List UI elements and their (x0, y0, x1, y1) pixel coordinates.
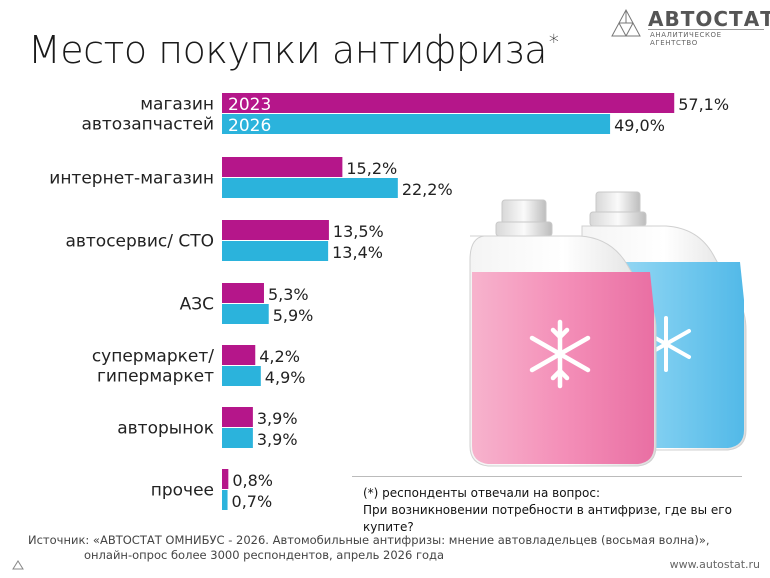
footnote-divider (352, 476, 742, 477)
logo-divider (648, 29, 764, 30)
bar-2026-6 (222, 490, 228, 510)
category-label-0-1: автозапчастей (81, 115, 214, 135)
bar-2023-1 (222, 157, 343, 177)
bar-2026-0 (222, 114, 611, 134)
legend-label-2023: 2023 (228, 95, 271, 115)
pink-snowflake-icon (529, 319, 591, 389)
pink-canister-icon (469, 199, 657, 467)
value-label-2023-0: 57,1% (678, 95, 729, 114)
bar-2023-2 (222, 220, 329, 240)
bar-2023-3 (222, 283, 264, 303)
logo-tagline: АНАЛИТИЧЕСКОЕ АГЕНТСТВО (650, 31, 722, 47)
value-label-2023-3: 5,3% (268, 285, 309, 304)
bar-2023-6 (222, 469, 229, 489)
bar-2023-4 (222, 345, 256, 365)
bar-2023-5 (222, 407, 253, 427)
antifreeze-canisters-illustration (469, 191, 747, 467)
category-label-4-0: супермаркет/ (92, 347, 214, 367)
value-label-2026-4: 4,9% (265, 368, 306, 387)
corner-triangle-icon (12, 560, 24, 570)
value-label-2023-1: 15,2% (346, 159, 397, 178)
value-label-2026-6: 0,7% (232, 492, 273, 511)
footnote-question: При возникновении потребности в антифриз… (363, 503, 732, 534)
value-label-2023-2: 13,5% (333, 222, 384, 241)
bar-2026-5 (222, 428, 253, 448)
logo-name: АВТОСТАТ (648, 7, 770, 31)
category-label-4-1: гипермаркет (97, 367, 214, 387)
bar-2026-4 (222, 366, 261, 386)
source-line-1: Источник: «АВТОСТАТ ОМНИБУС - 2026. Авто… (28, 533, 710, 547)
category-label-5-0: авторынок (117, 419, 214, 439)
value-label-2023-4: 4,2% (259, 347, 300, 366)
bar-2026-1 (222, 178, 398, 198)
source-line-2: онлайн-опрос более 3000 респондентов, ап… (84, 548, 445, 562)
category-label-3-0: АЗС (180, 295, 214, 315)
value-label-2026-2: 13,4% (332, 243, 383, 262)
autostat-logo-icon (611, 8, 641, 37)
site-url-link[interactable]: www.autostat.ru (669, 558, 760, 571)
footnote: (*) респонденты отвечали на вопрос: При … (363, 485, 770, 536)
value-label-2023-6: 0,8% (232, 471, 273, 490)
title-footnote-mark: * (548, 30, 559, 54)
legend-label-2026: 2026 (228, 116, 271, 136)
footnote-line-1: (*) респонденты отвечали на вопрос: (363, 486, 600, 500)
value-label-2023-5: 3,9% (257, 409, 298, 428)
bar-2026-2 (222, 241, 329, 261)
chart-title-text: Место покупки антифриза (28, 28, 547, 72)
category-label-0-0: магазин (140, 95, 214, 115)
category-label-2-0: автосервис/ СТО (65, 232, 214, 252)
value-label-2026-1: 22,2% (402, 180, 453, 199)
value-label-2026-0: 49,0% (614, 116, 665, 135)
value-label-2026-5: 3,9% (257, 430, 298, 449)
category-label-6-0: прочее (151, 481, 214, 501)
bar-2026-3 (222, 304, 269, 324)
category-label-1-0: интернет-магазин (49, 169, 214, 189)
bar-2023-0 (222, 93, 675, 113)
source-note: Источник: «АВТОСТАТ ОМНИБУС - 2026. Авто… (28, 533, 710, 563)
value-label-2026-3: 5,9% (273, 306, 314, 325)
chart-title: Место покупки антифриза * (28, 28, 559, 72)
